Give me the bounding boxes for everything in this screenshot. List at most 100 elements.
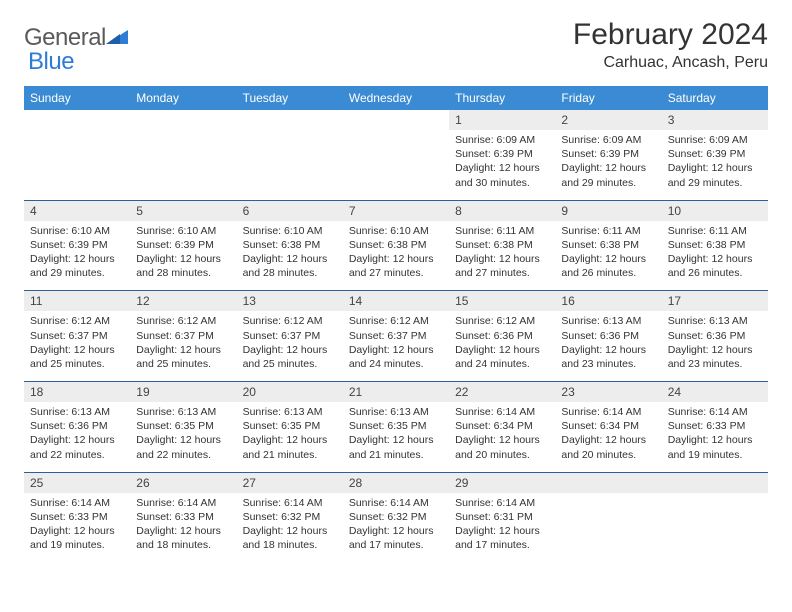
daylight-text: Daylight: 12 hours and 22 minutes. [136,433,230,461]
day-number-row: 18192021222324 [24,382,768,403]
sunset-text: Sunset: 6:37 PM [30,329,124,343]
sunrise-text: Sunrise: 6:09 AM [455,133,549,147]
sunrise-text: Sunrise: 6:10 AM [30,224,124,238]
daylight-text: Daylight: 12 hours and 18 minutes. [243,524,337,552]
day-detail-row: Sunrise: 6:12 AMSunset: 6:37 PMDaylight:… [24,311,768,381]
day-detail-cell: Sunrise: 6:14 AMSunset: 6:33 PMDaylight:… [130,493,236,563]
sunset-text: Sunset: 6:36 PM [455,329,549,343]
daylight-text: Daylight: 12 hours and 17 minutes. [349,524,443,552]
brand-part2: Blue [28,48,74,75]
day-detail-cell: Sunrise: 6:11 AMSunset: 6:38 PMDaylight:… [449,221,555,291]
daylight-text: Daylight: 12 hours and 28 minutes. [243,252,337,280]
daylight-text: Daylight: 12 hours and 29 minutes. [561,161,655,189]
day-number-cell: 26 [130,472,236,493]
day-number-cell [343,110,449,130]
sunset-text: Sunset: 6:38 PM [349,238,443,252]
title-block: February 2024 Carhuac, Ancash, Peru [573,18,768,72]
sunrise-text: Sunrise: 6:14 AM [668,405,762,419]
sunset-text: Sunset: 6:36 PM [30,419,124,433]
day-number-cell: 13 [237,291,343,312]
day-number-cell: 2 [555,110,661,130]
day-header: Monday [130,86,236,110]
sunrise-text: Sunrise: 6:12 AM [243,314,337,328]
day-number-cell: 8 [449,200,555,221]
sunrise-text: Sunrise: 6:09 AM [561,133,655,147]
day-detail-cell [130,130,236,200]
location: Carhuac, Ancash, Peru [573,54,768,72]
day-number-cell: 25 [24,472,130,493]
daylight-text: Daylight: 12 hours and 26 minutes. [668,252,762,280]
sunset-text: Sunset: 6:39 PM [136,238,230,252]
sunrise-text: Sunrise: 6:11 AM [455,224,549,238]
daylight-text: Daylight: 12 hours and 19 minutes. [30,524,124,552]
sunset-text: Sunset: 6:32 PM [349,510,443,524]
day-number-cell: 3 [662,110,768,130]
sunset-text: Sunset: 6:33 PM [668,419,762,433]
sunset-text: Sunset: 6:38 PM [561,238,655,252]
day-number-cell: 5 [130,200,236,221]
sunrise-text: Sunrise: 6:12 AM [349,314,443,328]
sunrise-text: Sunrise: 6:09 AM [668,133,762,147]
day-detail-cell [555,493,661,563]
day-number-cell [130,110,236,130]
brand-triangle-icon [106,28,128,51]
sunrise-text: Sunrise: 6:11 AM [668,224,762,238]
daylight-text: Daylight: 12 hours and 23 minutes. [668,343,762,371]
sunset-text: Sunset: 6:35 PM [136,419,230,433]
sunrise-text: Sunrise: 6:12 AM [455,314,549,328]
header: General February 2024 Carhuac, Ancash, P… [24,18,768,72]
sunset-text: Sunset: 6:39 PM [30,238,124,252]
day-detail-cell: Sunrise: 6:14 AMSunset: 6:31 PMDaylight:… [449,493,555,563]
day-number-cell: 24 [662,382,768,403]
day-number-row: 2526272829 [24,472,768,493]
day-number-row: 123 [24,110,768,130]
sunset-text: Sunset: 6:38 PM [668,238,762,252]
day-detail-cell: Sunrise: 6:13 AMSunset: 6:36 PMDaylight:… [24,402,130,472]
day-detail-cell: Sunrise: 6:09 AMSunset: 6:39 PMDaylight:… [449,130,555,200]
sunrise-text: Sunrise: 6:14 AM [136,496,230,510]
sunset-text: Sunset: 6:35 PM [243,419,337,433]
sunrise-text: Sunrise: 6:13 AM [349,405,443,419]
sunrise-text: Sunrise: 6:14 AM [243,496,337,510]
day-detail-cell: Sunrise: 6:10 AMSunset: 6:38 PMDaylight:… [237,221,343,291]
daylight-text: Daylight: 12 hours and 25 minutes. [243,343,337,371]
day-header: Saturday [662,86,768,110]
daylight-text: Daylight: 12 hours and 29 minutes. [30,252,124,280]
daylight-text: Daylight: 12 hours and 22 minutes. [30,433,124,461]
day-header: Thursday [449,86,555,110]
sunset-text: Sunset: 6:39 PM [668,147,762,161]
sunset-text: Sunset: 6:34 PM [455,419,549,433]
sunset-text: Sunset: 6:36 PM [668,329,762,343]
sunrise-text: Sunrise: 6:14 AM [30,496,124,510]
day-number-cell: 23 [555,382,661,403]
sunset-text: Sunset: 6:31 PM [455,510,549,524]
day-number-cell: 18 [24,382,130,403]
day-number-cell: 16 [555,291,661,312]
day-detail-cell [662,493,768,563]
daylight-text: Daylight: 12 hours and 20 minutes. [561,433,655,461]
day-number-cell: 9 [555,200,661,221]
day-number-cell: 21 [343,382,449,403]
daylight-text: Daylight: 12 hours and 25 minutes. [30,343,124,371]
sunset-text: Sunset: 6:38 PM [455,238,549,252]
day-number-cell: 6 [237,200,343,221]
day-detail-cell: Sunrise: 6:13 AMSunset: 6:35 PMDaylight:… [343,402,449,472]
day-detail-row: Sunrise: 6:09 AMSunset: 6:39 PMDaylight:… [24,130,768,200]
sunrise-text: Sunrise: 6:13 AM [243,405,337,419]
sunset-text: Sunset: 6:37 PM [136,329,230,343]
sunrise-text: Sunrise: 6:13 AM [30,405,124,419]
day-detail-cell: Sunrise: 6:14 AMSunset: 6:34 PMDaylight:… [449,402,555,472]
calendar-body: 123Sunrise: 6:09 AMSunset: 6:39 PMDaylig… [24,110,768,562]
sunset-text: Sunset: 6:36 PM [561,329,655,343]
daylight-text: Daylight: 12 hours and 29 minutes. [668,161,762,189]
sunset-text: Sunset: 6:38 PM [243,238,337,252]
day-detail-cell: Sunrise: 6:11 AMSunset: 6:38 PMDaylight:… [555,221,661,291]
sunrise-text: Sunrise: 6:13 AM [668,314,762,328]
day-detail-cell: Sunrise: 6:14 AMSunset: 6:33 PMDaylight:… [662,402,768,472]
sunset-text: Sunset: 6:37 PM [243,329,337,343]
day-number-cell: 27 [237,472,343,493]
day-number-cell: 1 [449,110,555,130]
daylight-text: Daylight: 12 hours and 28 minutes. [136,252,230,280]
day-number-row: 45678910 [24,200,768,221]
daylight-text: Daylight: 12 hours and 21 minutes. [243,433,337,461]
